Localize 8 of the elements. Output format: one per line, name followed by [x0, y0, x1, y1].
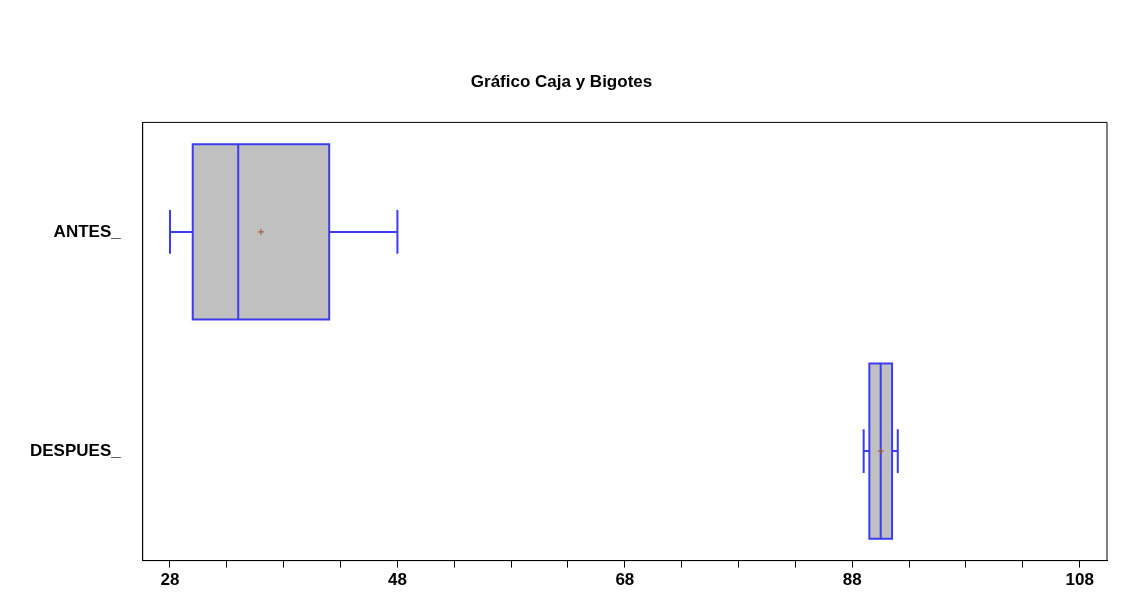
x-tick-label: 88 — [842, 570, 862, 590]
x-tick-label: 48 — [387, 570, 407, 590]
y-tick-label: ANTES_ — [53, 221, 122, 241]
x-tick-label: 68 — [615, 570, 635, 590]
chart-title: Gráfico Caja y Bigotes — [470, 71, 653, 91]
y-tick-label: DESPUES_ — [30, 440, 122, 460]
x-tick-label: 28 — [160, 570, 180, 590]
x-tick-label: 108 — [1065, 570, 1094, 590]
